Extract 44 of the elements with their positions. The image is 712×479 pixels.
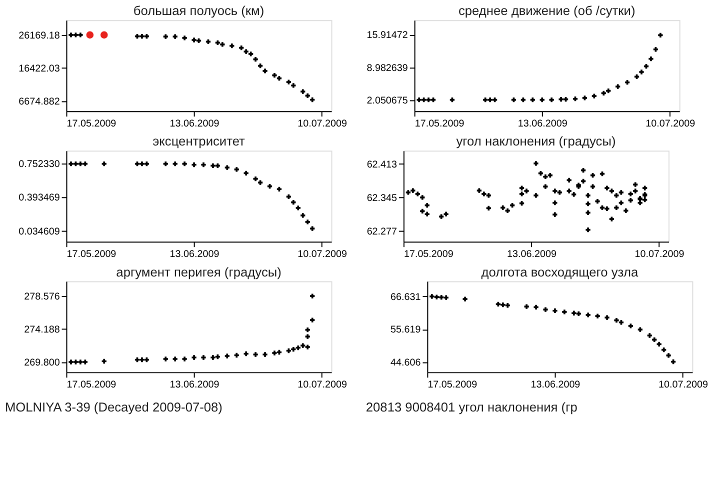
chart-title: среднее движение (об /сутки) bbox=[458, 3, 636, 18]
x-tick-label: 13.06.2009 bbox=[507, 248, 557, 260]
x-tick-label: 10.07.2009 bbox=[298, 248, 348, 260]
x-tick-label: 17.05.2009 bbox=[66, 118, 117, 130]
y-tick-label: 26169.18 bbox=[18, 30, 60, 42]
x-tick-label: 17.05.2009 bbox=[414, 118, 465, 130]
y-tick-label: 0.752330 bbox=[18, 159, 60, 170]
x-tick-label: 10.07.2009 bbox=[646, 118, 696, 130]
y-tick-label: 16422.03 bbox=[18, 64, 60, 75]
x-tick-label: 13.06.2009 bbox=[518, 118, 568, 130]
y-tick-label: 278.576 bbox=[24, 292, 60, 303]
x-tick-label: 10.07.2009 bbox=[634, 248, 685, 260]
text: 20813 9008401 угол наклонения (гр bbox=[366, 400, 578, 415]
y-tick-label: 2.050675 bbox=[366, 96, 408, 107]
x-tick-label: 17.05.2009 bbox=[428, 380, 478, 391]
y-tick-label: 8.982639 bbox=[366, 62, 408, 74]
y-tick-label: 62.277 bbox=[366, 226, 398, 238]
chart-title: долгота восходящего узла bbox=[481, 264, 639, 280]
x-tick-label: 13.06.2009 bbox=[170, 380, 220, 391]
x-tick-label: 17.05.2009 bbox=[66, 380, 117, 391]
x-tick-label: 10.07.2009 bbox=[298, 380, 348, 391]
y-tick-label: 66.631 bbox=[390, 292, 422, 303]
y-tick-label: 0.393469 bbox=[18, 192, 60, 204]
x-tick-label: 13.06.2009 bbox=[530, 380, 581, 391]
y-tick-label: 15.91472 bbox=[366, 30, 408, 42]
x-tick-label: 17.05.2009 bbox=[66, 248, 117, 260]
x-tick-label: 10.07.2009 bbox=[658, 380, 708, 391]
chart-title: большая полуось (км) bbox=[133, 3, 264, 18]
chart-title: эксцентриситет bbox=[152, 134, 246, 149]
y-tick-label: 274.188 bbox=[24, 324, 60, 336]
text: MOLNIYA 3-39 (Decayed 2009-07-08) bbox=[4, 400, 222, 415]
chart-title: аргумент перигея (градусы) bbox=[116, 264, 282, 280]
x-tick-label: 17.05.2009 bbox=[404, 248, 454, 260]
y-tick-label: 62.413 bbox=[366, 159, 398, 170]
y-tick-label: 44.606 bbox=[390, 357, 422, 368]
x-tick-label: 13.06.2009 bbox=[170, 248, 220, 260]
y-tick-label: 0.034609 bbox=[18, 226, 60, 238]
x-tick-label: 13.06.2009 bbox=[170, 118, 220, 130]
y-tick-label: 55.619 bbox=[390, 324, 422, 336]
y-tick-label: 6674.882 bbox=[18, 96, 60, 108]
chart-title: угол наклонения (градусы) bbox=[456, 134, 616, 149]
y-tick-label: 269.800 bbox=[24, 357, 60, 368]
x-tick-label: 10.07.2009 bbox=[298, 118, 348, 130]
y-tick-label: 62.345 bbox=[366, 192, 398, 204]
